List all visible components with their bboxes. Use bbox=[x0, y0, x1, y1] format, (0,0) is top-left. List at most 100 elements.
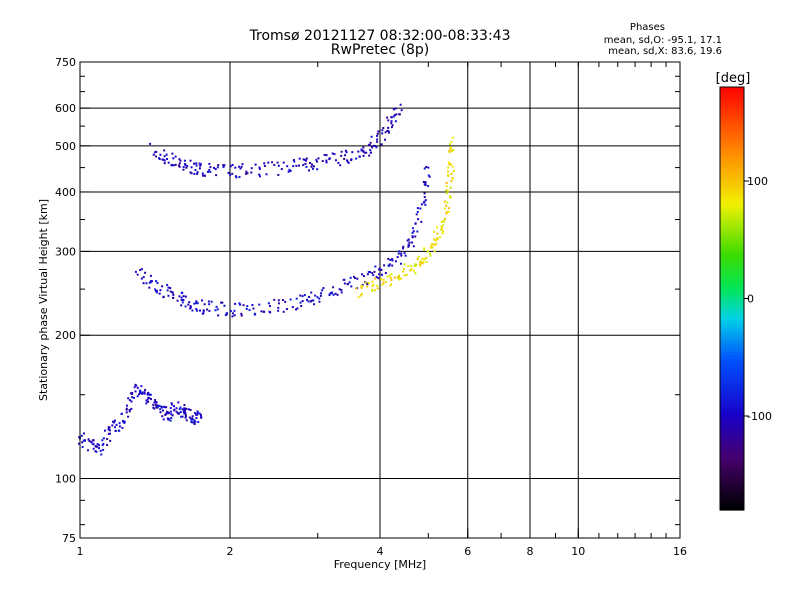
data-point bbox=[222, 166, 225, 169]
data-point bbox=[234, 166, 237, 169]
data-point bbox=[169, 290, 172, 293]
stats-o-mode: mean, sd,O: -95.1, 17.1 bbox=[604, 35, 722, 46]
y-axis-title: Stationary phase Virtual Height [km] bbox=[37, 199, 50, 401]
data-point bbox=[303, 294, 306, 297]
data-point bbox=[158, 404, 161, 407]
data-point bbox=[310, 291, 313, 294]
data-point bbox=[277, 302, 280, 305]
colorbar-segment bbox=[720, 150, 744, 155]
data-point bbox=[369, 144, 372, 147]
data-point bbox=[382, 127, 385, 130]
data-point bbox=[301, 300, 304, 303]
data-point bbox=[156, 405, 159, 408]
data-point bbox=[193, 423, 196, 426]
data-point bbox=[102, 442, 105, 445]
data-point bbox=[371, 285, 374, 288]
data-point bbox=[406, 239, 409, 242]
data-point bbox=[225, 313, 228, 316]
data-point bbox=[181, 408, 184, 411]
data-point bbox=[336, 293, 339, 296]
data-point bbox=[154, 399, 157, 402]
x-tick-label: 4 bbox=[377, 545, 384, 558]
data-point bbox=[223, 304, 226, 307]
data-point bbox=[403, 263, 406, 266]
data-point bbox=[450, 140, 453, 143]
data-point bbox=[394, 107, 397, 110]
data-point bbox=[118, 422, 121, 425]
data-point bbox=[130, 407, 133, 410]
data-point bbox=[390, 279, 393, 282]
data-point bbox=[273, 163, 276, 166]
colorbar-segment bbox=[720, 390, 744, 395]
data-point bbox=[125, 408, 128, 411]
y-tick-label: 200 bbox=[55, 329, 76, 342]
data-point bbox=[146, 393, 149, 396]
colorbar: 100 0 -100 bbox=[719, 86, 772, 511]
data-point bbox=[442, 220, 445, 223]
data-point bbox=[414, 263, 417, 266]
data-point bbox=[443, 200, 446, 203]
data-point bbox=[376, 284, 379, 287]
colorbar-segment bbox=[720, 404, 744, 409]
colorbar-label: [deg] bbox=[716, 71, 751, 86]
data-point bbox=[447, 161, 450, 164]
data-point bbox=[403, 274, 406, 277]
data-point bbox=[383, 264, 386, 267]
data-point bbox=[187, 303, 190, 306]
data-point bbox=[169, 410, 172, 413]
colorbar-segment bbox=[720, 478, 744, 483]
colorbar-segment bbox=[720, 337, 744, 342]
data-point bbox=[369, 148, 372, 151]
data-point bbox=[335, 159, 338, 162]
data-point bbox=[389, 284, 392, 287]
data-point bbox=[170, 402, 173, 405]
data-point bbox=[83, 439, 86, 442]
data-point bbox=[446, 201, 449, 204]
data-point bbox=[238, 176, 241, 179]
colorbar-segment bbox=[720, 330, 744, 335]
data-point bbox=[143, 392, 146, 395]
colorbar-segment bbox=[720, 340, 744, 345]
data-point bbox=[292, 159, 295, 162]
data-point bbox=[259, 175, 262, 178]
data-point bbox=[183, 159, 186, 162]
colorbar-segment bbox=[720, 153, 744, 159]
data-point bbox=[451, 165, 454, 168]
data-point bbox=[158, 292, 161, 295]
colorbar-segment bbox=[720, 495, 744, 501]
data-point bbox=[351, 151, 354, 154]
data-point bbox=[420, 260, 423, 263]
data-point bbox=[229, 309, 232, 312]
data-point bbox=[433, 243, 436, 246]
data-point bbox=[398, 275, 401, 278]
data-point bbox=[286, 165, 289, 168]
data-point bbox=[163, 162, 166, 165]
data-point bbox=[165, 410, 168, 413]
data-point bbox=[277, 299, 280, 302]
data-point bbox=[299, 294, 302, 297]
data-point bbox=[233, 314, 236, 317]
data-point bbox=[344, 154, 347, 157]
data-point bbox=[151, 280, 154, 283]
data-point bbox=[380, 268, 383, 271]
data-point bbox=[413, 264, 416, 267]
data-point bbox=[190, 418, 193, 421]
data-point bbox=[208, 303, 211, 306]
colorbar-segment bbox=[720, 453, 744, 458]
data-point bbox=[198, 162, 201, 165]
data-point bbox=[361, 285, 364, 288]
colorbar-segment bbox=[720, 132, 744, 137]
colorbar-segment bbox=[720, 428, 744, 434]
data-point bbox=[113, 421, 116, 424]
data-point bbox=[77, 442, 80, 445]
data-point bbox=[171, 291, 174, 294]
data-point bbox=[134, 383, 137, 386]
data-point bbox=[390, 116, 393, 119]
data-point bbox=[343, 157, 346, 160]
data-point bbox=[307, 300, 310, 303]
data-point bbox=[451, 136, 454, 139]
data-point bbox=[342, 278, 345, 281]
data-point bbox=[349, 276, 352, 279]
data-point bbox=[162, 405, 165, 408]
colorbar-segment bbox=[720, 220, 744, 226]
